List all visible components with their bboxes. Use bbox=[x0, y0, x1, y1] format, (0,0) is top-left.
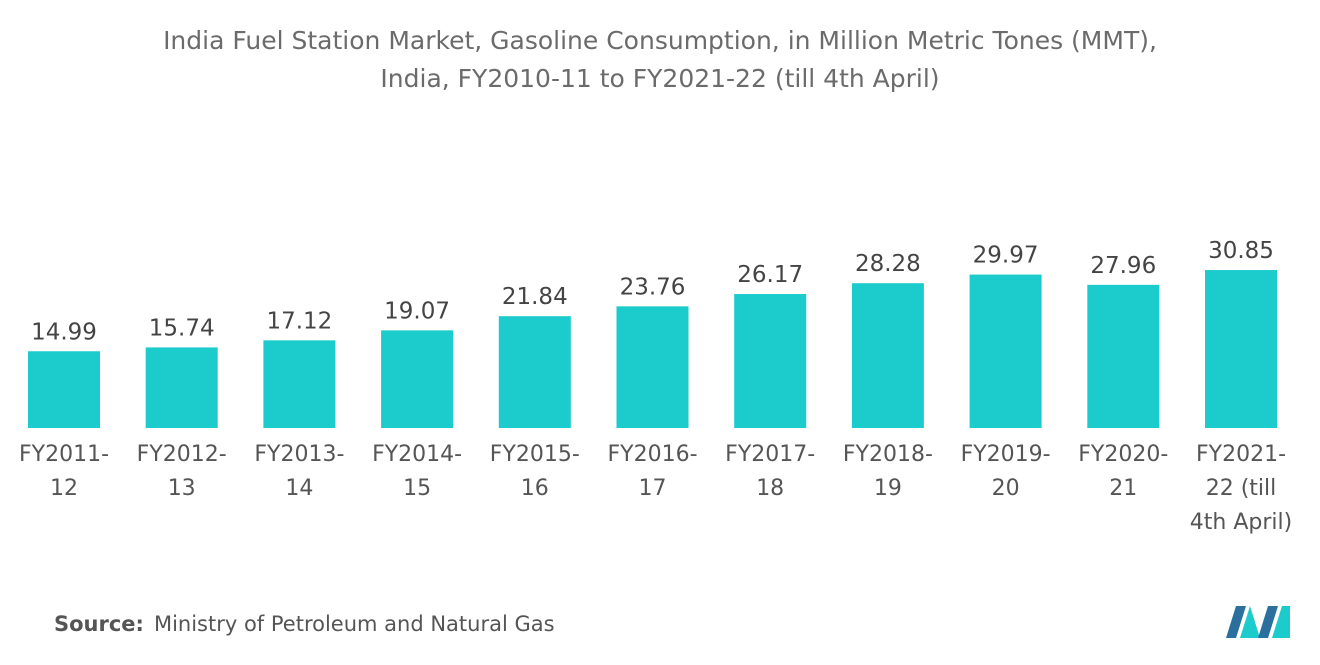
x-tick-label: FY2012-13 bbox=[136, 442, 227, 501]
bar bbox=[28, 351, 100, 428]
value-label: 30.85 bbox=[1208, 238, 1274, 264]
bar bbox=[498, 316, 571, 428]
x-tick-label: FY2018-19 bbox=[842, 442, 933, 501]
x-tick-label: FY2013-14 bbox=[254, 442, 345, 501]
bar bbox=[263, 340, 336, 428]
value-label: 21.84 bbox=[502, 284, 568, 310]
value-label: 28.28 bbox=[855, 251, 921, 277]
x-tick-label: FY2019-20 bbox=[960, 442, 1051, 501]
x-tick-label: FY2021-22 (till 4th April) bbox=[1189, 442, 1293, 535]
bar bbox=[1087, 284, 1160, 428]
x-tick-label: FY2017-18 bbox=[725, 442, 816, 501]
source-text: Ministry of Petroleum and Natural Gas bbox=[153, 612, 555, 636]
value-label: 27.96 bbox=[1090, 253, 1156, 279]
value-label: 15.74 bbox=[149, 315, 215, 341]
value-label: 29.97 bbox=[973, 243, 1039, 269]
bar bbox=[381, 330, 454, 428]
value-label: 14.99 bbox=[31, 319, 97, 345]
x-tick-label: FY2011-12 bbox=[18, 442, 110, 501]
value-label: 23.76 bbox=[620, 274, 686, 300]
source: Source: Ministry of Petroleum and Natural… bbox=[54, 612, 555, 636]
bar bbox=[734, 294, 807, 428]
x-tick-label: FY2016-17 bbox=[607, 442, 698, 501]
bar bbox=[851, 283, 924, 428]
bar bbox=[145, 347, 218, 428]
bar bbox=[616, 306, 689, 428]
bar bbox=[969, 274, 1042, 428]
source-label: Source: bbox=[54, 612, 144, 636]
bar bbox=[1205, 270, 1277, 428]
value-label: 17.12 bbox=[266, 308, 332, 334]
x-tick-label: FY2014-15 bbox=[372, 442, 463, 501]
value-label: 26.17 bbox=[737, 262, 803, 288]
logo bbox=[1226, 606, 1290, 638]
x-tick-label: FY2020-21 bbox=[1078, 442, 1169, 501]
x-tick-label: FY2015-16 bbox=[489, 442, 580, 501]
chart-title: India Fuel Station Market, Gasoline Cons… bbox=[163, 26, 1157, 93]
value-label: 19.07 bbox=[384, 298, 450, 324]
